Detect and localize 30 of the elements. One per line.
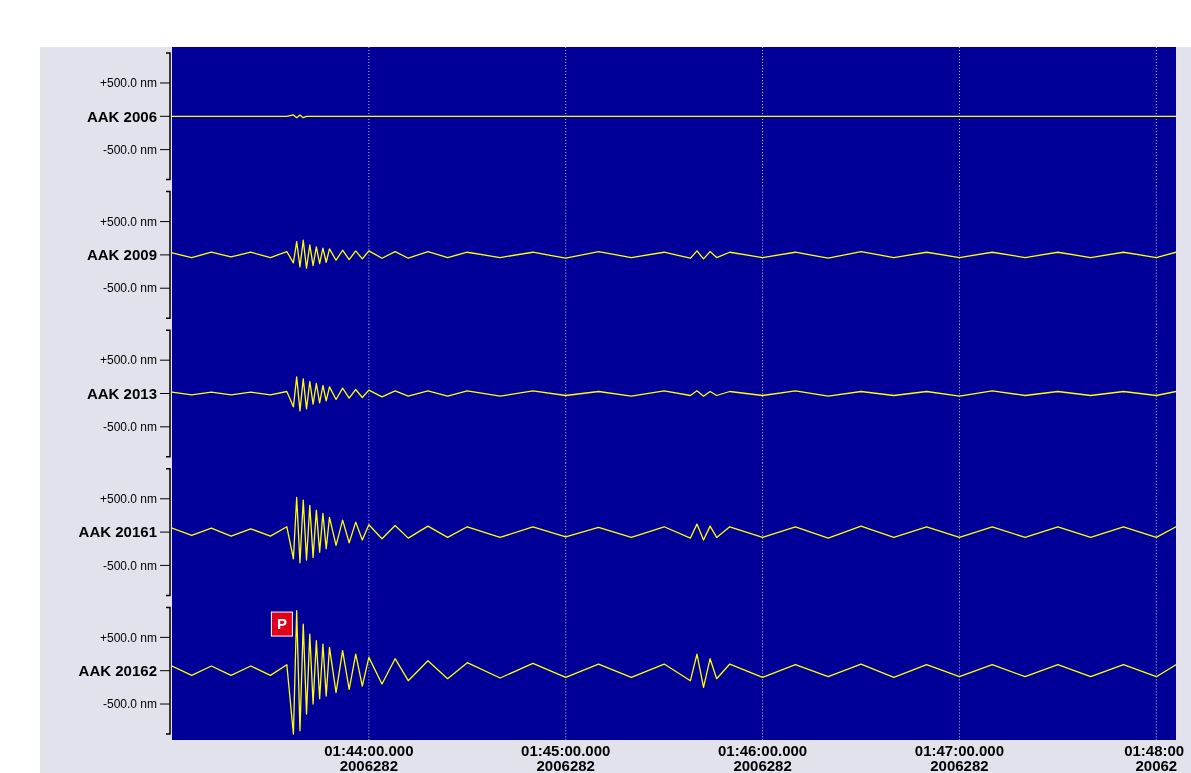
annotation: P xyxy=(276,615,287,633)
y-tick-label: -500.0 nm xyxy=(102,697,157,712)
x-tick-label: 01:44:00.000 xyxy=(324,742,414,759)
y-tick-label: +500.0 nm xyxy=(99,214,157,229)
x-tick-label: 01:48:00 xyxy=(1124,742,1185,759)
text: 2006282 xyxy=(339,757,399,773)
text: 2006282 xyxy=(930,757,989,773)
y-tick-label: AAK 20162 xyxy=(78,661,157,679)
text: 2006282 xyxy=(733,757,792,773)
text: 2006282 xyxy=(536,757,595,773)
y-tick-label: -500.0 nm xyxy=(102,420,157,435)
line-series xyxy=(172,376,1176,412)
x-tick-label: 01:47:00.000 xyxy=(914,742,1005,759)
y-tick-label: +500.0 nm xyxy=(99,491,157,506)
x-tick-label: 01:45:00.000 xyxy=(521,742,611,759)
text: 20062 xyxy=(1135,757,1178,773)
y-tick-label: AAK 20161 xyxy=(78,523,157,541)
y-tick-label: -500.0 nm xyxy=(102,558,157,573)
y-tick-label: +500.0 nm xyxy=(99,76,157,91)
x-tick-label: 01:46:00.000 xyxy=(717,742,808,759)
y-tick-label: AAK 2013 xyxy=(86,384,157,402)
y-tick-label: +500.0 nm xyxy=(99,630,157,645)
y-tick-label: -500.0 nm xyxy=(102,281,157,296)
y-tick-label: AAK 2009 xyxy=(86,246,157,264)
y-tick-label: -500.0 nm xyxy=(102,142,157,157)
y-tick-label: AAK 2006 xyxy=(86,107,157,125)
line-series xyxy=(172,496,1176,564)
line-series xyxy=(172,610,1176,735)
y-tick-label: +500.0 nm xyxy=(99,353,157,368)
line-series xyxy=(172,239,1176,269)
